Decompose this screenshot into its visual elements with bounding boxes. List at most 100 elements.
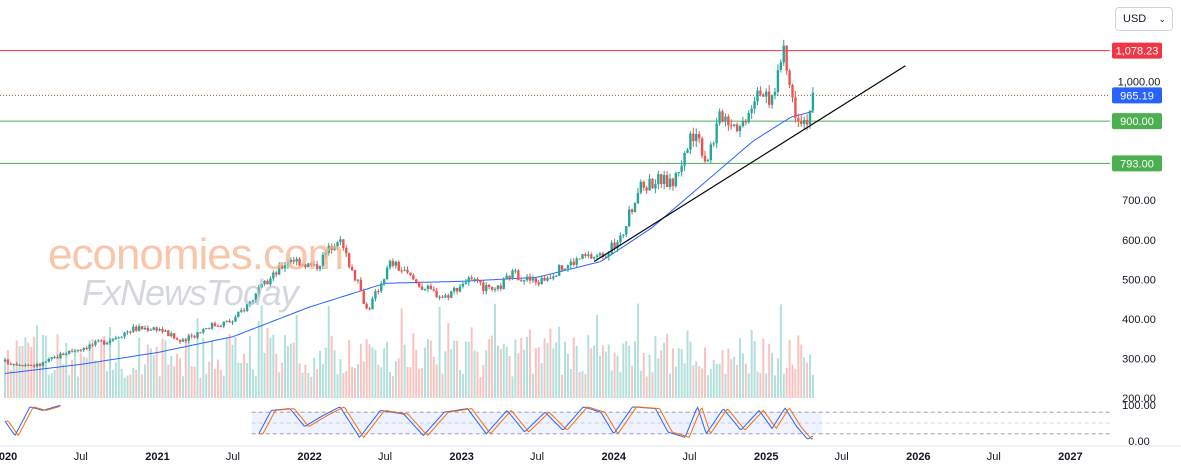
volume-bar (607, 344, 610, 398)
candle-body (773, 91, 777, 96)
volume-bar (240, 362, 243, 398)
volume-bar (187, 342, 190, 398)
candle-body (65, 353, 68, 356)
volume-bar (103, 335, 106, 398)
y-tick-label: 700.00 (1122, 195, 1156, 207)
volume-bar (117, 340, 120, 398)
volume-bar (485, 350, 488, 398)
volume-bar (386, 341, 389, 398)
candle-body (283, 265, 287, 269)
candle-body (578, 258, 581, 260)
volume-bar (479, 377, 482, 398)
volume-bar (397, 358, 400, 398)
volume-bar (581, 371, 584, 398)
volume-bar (578, 372, 581, 398)
volume-bar (21, 346, 24, 398)
candle-body (18, 364, 21, 366)
volume-bar (263, 352, 266, 398)
volume-bar (496, 345, 499, 398)
horizontal-levels: 1,078.23 965.19 900.00 793.00 (0, 42, 1162, 172)
volume-bar (599, 355, 601, 398)
candle-body (356, 279, 360, 281)
volume-bar (494, 303, 496, 398)
volume-bar (97, 362, 100, 398)
candle-body (735, 124, 739, 132)
candle-body (546, 277, 549, 281)
candle-body (677, 172, 680, 174)
volume-bar (356, 364, 359, 398)
candle-body (511, 270, 514, 279)
volume-bar (222, 375, 225, 398)
candle-body (275, 272, 278, 275)
volume-bar (53, 369, 56, 398)
volume-bar (400, 308, 403, 398)
currency-dropdown[interactable]: USD ⌄ (1115, 7, 1173, 31)
candle-body (636, 192, 640, 204)
currency-label: USD (1123, 13, 1147, 25)
candle-body (715, 123, 718, 144)
candle-body (555, 275, 558, 277)
volume-bar (59, 358, 62, 398)
volume-bar (348, 339, 351, 398)
volume-bar (4, 360, 6, 398)
volume-bar (669, 373, 671, 398)
volume-bar (782, 373, 785, 398)
volume-bar (575, 345, 578, 398)
candle-body (385, 267, 389, 280)
candle-body (584, 254, 587, 257)
candle-body (146, 327, 150, 331)
candle-body (657, 174, 660, 185)
candle-body (765, 91, 768, 97)
stoch-tick-label: 100.00 (1122, 400, 1156, 412)
candle-body (432, 289, 435, 291)
volume-bar (791, 364, 794, 398)
volume-bar (109, 327, 111, 398)
stochastic-oscillator (4, 404, 814, 440)
candle-body (394, 261, 398, 266)
volume-bar (809, 354, 811, 398)
volume-bar (432, 356, 435, 398)
volume-bar (161, 338, 164, 398)
stoch-band (251, 412, 822, 434)
candle-body (371, 298, 374, 310)
y-tick-label: 1,000.00 (1118, 77, 1161, 89)
candle-body (158, 329, 161, 331)
candle-body (219, 325, 223, 327)
volume-bar (718, 363, 721, 398)
volume-bar (537, 347, 540, 398)
candle-body (245, 303, 249, 311)
volume-bar (275, 354, 278, 398)
candle-body (686, 149, 689, 153)
volume-bar (467, 341, 470, 398)
volume-bar (461, 373, 464, 398)
volume-bar (155, 346, 158, 398)
candle-body (254, 293, 258, 301)
level-resistance-label: 1,078.23 (1116, 46, 1159, 58)
volume-bar (374, 349, 377, 398)
candle-body (324, 252, 328, 255)
volume-bar (616, 355, 619, 398)
volume-bar (435, 364, 438, 398)
volume-bar (695, 361, 698, 398)
volume-bar (771, 352, 774, 398)
volume-bar (648, 354, 651, 398)
candle-body (353, 269, 357, 281)
volume-bar (736, 364, 739, 398)
candle-body (143, 327, 147, 330)
candle-body (520, 280, 523, 282)
volume-bar (365, 338, 368, 398)
volume-bar (313, 357, 316, 398)
volume-bar (540, 362, 543, 398)
x-tick-label: Jul (987, 451, 1001, 463)
x-tick-label: Jul (835, 451, 849, 463)
volume-bar (173, 366, 176, 398)
ma-line (4, 110, 814, 374)
candle-body (572, 261, 575, 265)
volume-bar (319, 350, 321, 398)
candle-body (266, 280, 269, 285)
candle-body (100, 340, 103, 342)
candle-body (482, 282, 485, 291)
volume-bar (307, 372, 310, 398)
volume-bar (219, 370, 222, 398)
